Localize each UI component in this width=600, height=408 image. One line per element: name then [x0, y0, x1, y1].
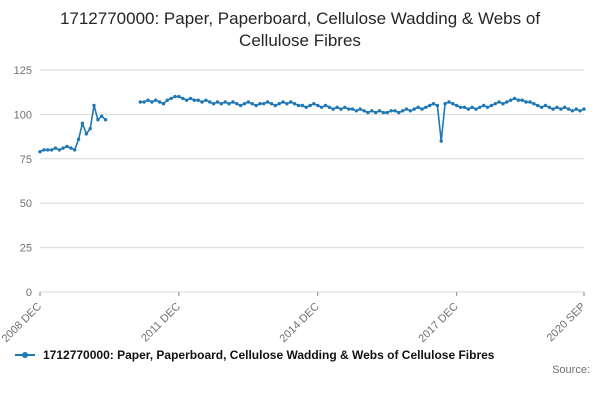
- legend-label: 1712770000: Paper, Paperboard, Cellulose…: [43, 348, 495, 363]
- svg-text:2008 DEC: 2008 DEC: [0, 301, 44, 345]
- source-label: Source:: [552, 364, 590, 377]
- svg-text:0: 0: [26, 287, 32, 299]
- legend-line-icon: [15, 352, 35, 359]
- svg-text:50: 50: [20, 198, 32, 210]
- svg-text:100: 100: [14, 110, 32, 122]
- svg-text:125: 125: [14, 65, 32, 77]
- chart-page: 1712770000: Paper, Paperboard, Cellulose…: [0, 8, 600, 376]
- svg-text:2014 DEC: 2014 DEC: [278, 301, 322, 345]
- chart-title: 1712770000: Paper, Paperboard, Cellulose…: [59, 9, 541, 51]
- svg-text:2020 SEP: 2020 SEP: [545, 301, 589, 345]
- legend: 1712770000: Paper, Paperboard, Cellulose…: [0, 348, 600, 362]
- chart-canvas: 0 25 50 75 100 125 2008 DEC 2011 DEC 2014 DEC 201…: [0, 65, 589, 345]
- svg-text:75: 75: [20, 154, 32, 166]
- svg-text:25: 25: [20, 243, 32, 255]
- svg-text:2017 DEC: 2017 DEC: [416, 301, 460, 345]
- svg-text:2011 DEC: 2011 DEC: [139, 301, 183, 345]
